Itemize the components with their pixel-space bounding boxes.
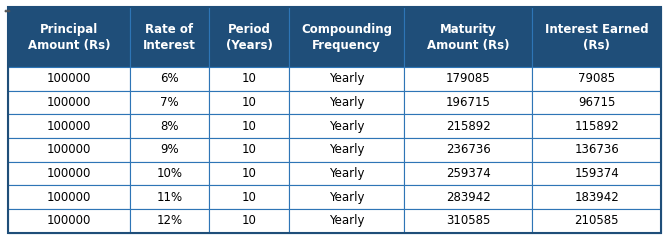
Bar: [290, 186, 404, 209]
Bar: [290, 7, 404, 67]
Bar: [8, 138, 130, 162]
Bar: [8, 162, 130, 186]
Text: 100000: 100000: [47, 120, 91, 133]
Bar: [533, 91, 661, 114]
Bar: [533, 138, 661, 162]
Bar: [209, 209, 290, 233]
Bar: [130, 114, 209, 138]
Text: Yearly: Yearly: [329, 96, 365, 109]
Text: Compounding
Frequency: Compounding Frequency: [301, 23, 392, 52]
Text: 96715: 96715: [578, 96, 615, 109]
Bar: [290, 138, 404, 162]
Text: 10: 10: [242, 120, 257, 133]
Bar: [290, 91, 404, 114]
Bar: [404, 67, 533, 91]
Bar: [404, 91, 533, 114]
Bar: [404, 186, 533, 209]
Bar: [290, 162, 404, 186]
Bar: [533, 114, 661, 138]
Text: Yearly: Yearly: [329, 72, 365, 85]
Text: 10%: 10%: [157, 167, 183, 180]
Text: 100000: 100000: [47, 72, 91, 85]
Bar: [130, 209, 209, 233]
Text: 12%: 12%: [157, 215, 183, 228]
Bar: [533, 7, 661, 67]
Bar: [8, 186, 130, 209]
Bar: [404, 209, 533, 233]
Text: Principal
Amount (Rs): Principal Amount (Rs): [27, 23, 110, 52]
Bar: [130, 91, 209, 114]
Bar: [130, 67, 209, 91]
Text: 100000: 100000: [47, 96, 91, 109]
Text: 100000: 100000: [47, 167, 91, 180]
Text: 100000: 100000: [47, 215, 91, 228]
Bar: [533, 67, 661, 91]
Bar: [8, 209, 130, 233]
Text: ⬌: ⬌: [3, 7, 10, 16]
Bar: [209, 67, 290, 91]
Text: 9%: 9%: [160, 143, 179, 156]
Bar: [209, 91, 290, 114]
Bar: [290, 209, 404, 233]
Text: 10: 10: [242, 72, 257, 85]
Text: 183942: 183942: [575, 191, 619, 204]
Text: Period
(Years): Period (Years): [226, 23, 273, 52]
Bar: [533, 162, 661, 186]
Bar: [404, 7, 533, 67]
Bar: [533, 186, 661, 209]
Text: 236736: 236736: [446, 143, 490, 156]
Text: 10: 10: [242, 191, 257, 204]
Bar: [130, 162, 209, 186]
Text: Yearly: Yearly: [329, 120, 365, 133]
Text: 79085: 79085: [578, 72, 615, 85]
Text: Yearly: Yearly: [329, 215, 365, 228]
Text: 7%: 7%: [160, 96, 179, 109]
Text: Rate of
Interest: Rate of Interest: [143, 23, 196, 52]
Text: 100000: 100000: [47, 191, 91, 204]
Bar: [8, 7, 130, 67]
Text: 179085: 179085: [446, 72, 490, 85]
Bar: [209, 7, 290, 67]
Text: 215892: 215892: [446, 120, 490, 133]
Bar: [130, 138, 209, 162]
Text: 10: 10: [242, 167, 257, 180]
Bar: [209, 186, 290, 209]
Bar: [8, 67, 130, 91]
Bar: [8, 114, 130, 138]
Bar: [209, 114, 290, 138]
Bar: [209, 162, 290, 186]
Bar: [533, 209, 661, 233]
Text: 10: 10: [242, 215, 257, 228]
Text: 100000: 100000: [47, 143, 91, 156]
Text: 210585: 210585: [575, 215, 619, 228]
Bar: [404, 114, 533, 138]
Text: 196715: 196715: [446, 96, 490, 109]
Text: 6%: 6%: [160, 72, 179, 85]
Text: 259374: 259374: [446, 167, 490, 180]
Text: Maturity
Amount (Rs): Maturity Amount (Rs): [427, 23, 510, 52]
Text: 10: 10: [242, 96, 257, 109]
Text: 136736: 136736: [575, 143, 619, 156]
Text: 115892: 115892: [575, 120, 619, 133]
Bar: [130, 7, 209, 67]
Bar: [290, 67, 404, 91]
Bar: [404, 138, 533, 162]
Bar: [8, 91, 130, 114]
Text: 8%: 8%: [161, 120, 179, 133]
Bar: [404, 162, 533, 186]
Text: 310585: 310585: [446, 215, 490, 228]
Bar: [290, 114, 404, 138]
Text: 11%: 11%: [157, 191, 183, 204]
Text: 159374: 159374: [575, 167, 619, 180]
Text: Yearly: Yearly: [329, 143, 365, 156]
Text: Interest Earned
(Rs): Interest Earned (Rs): [545, 23, 648, 52]
Bar: [209, 138, 290, 162]
Text: 283942: 283942: [446, 191, 490, 204]
Bar: [130, 186, 209, 209]
Text: Yearly: Yearly: [329, 191, 365, 204]
Text: Yearly: Yearly: [329, 167, 365, 180]
Text: 10: 10: [242, 143, 257, 156]
